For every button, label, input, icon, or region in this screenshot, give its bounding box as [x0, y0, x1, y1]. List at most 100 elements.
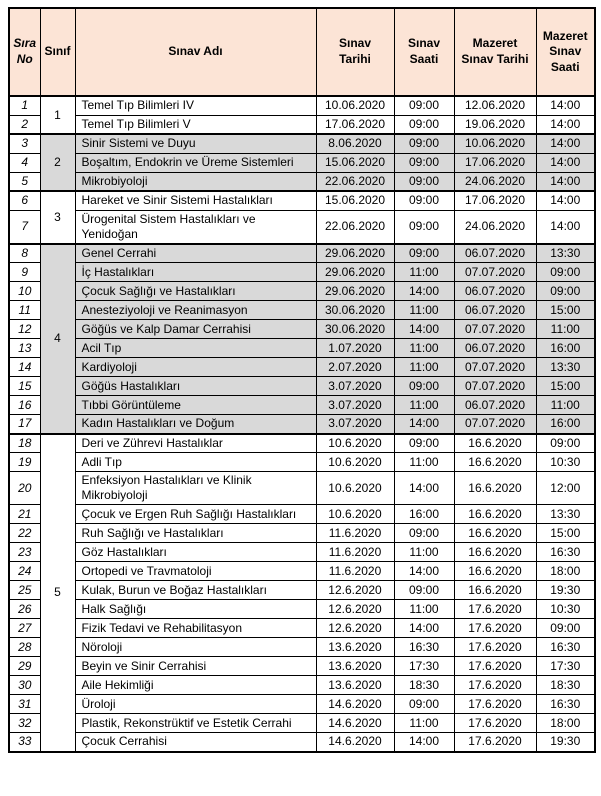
makeup-exam-date: 06.07.2020 [453, 300, 537, 320]
exam-time: 11:00 [393, 599, 455, 619]
exam-date: 3.07.2020 [315, 376, 395, 396]
makeup-exam-date: 16.6.2020 [453, 561, 537, 581]
makeup-exam-time: 09:00 [535, 432, 596, 453]
exam-date: 13.6.2020 [315, 656, 395, 676]
exam-date: 17.06.2020 [315, 114, 395, 135]
exam-row: 19 Adli Tıp 10.6.2020 11:00 16.6.2020 10:30 [8, 452, 596, 472]
makeup-exam-time: 11:00 [535, 395, 596, 415]
makeup-exam-date: 16.6.2020 [453, 471, 537, 505]
exam-date: 14.6.2020 [315, 732, 395, 752]
exam-date: 30.06.2020 [315, 300, 395, 320]
exam-name: Acil Tıp [74, 338, 317, 358]
column-header-mdate: Mazeret Sınav Tarihi [453, 7, 537, 97]
exam-row: 27 Fizik Tedavi ve Rehabilitasyon 12.6.202… [8, 618, 596, 638]
exam-date: 8.06.2020 [315, 133, 395, 154]
exam-name: Ortopedi ve Travmatoloji [74, 561, 317, 581]
exam-name: Enfeksiyon Hastalıkları ve Klinik Mikrob… [74, 471, 317, 505]
exam-time: 14:00 [393, 561, 455, 581]
exam-row: 32 Plastik, Rekonstrüktif ve Estetik Cerr… [8, 713, 596, 733]
row-number: 17 [8, 414, 41, 434]
exam-name: Nöroloji [74, 637, 317, 657]
class-number: 5 [39, 432, 76, 752]
exam-time: 09:00 [393, 242, 455, 263]
exam-date: 10.06.2020 [315, 95, 395, 116]
exam-row: 2 Temel Tıp Bilimleri V 17.06.2020 09:00 19.… [8, 114, 596, 135]
exam-time: 11:00 [393, 262, 455, 282]
exam-row: 24 Ortopedi ve Travmatoloji 11.6.2020 14:00… [8, 561, 596, 581]
table-header: Sıra No Sınıf Sınav Adı Sınav Tarihi Sınav S… [8, 7, 596, 97]
exam-time: 09:00 [393, 190, 455, 211]
exam-date: 14.6.2020 [315, 713, 395, 733]
row-number: 25 [8, 580, 41, 600]
exam-date: 29.06.2020 [315, 242, 395, 263]
makeup-exam-date: 06.07.2020 [453, 395, 537, 415]
exam-date: 29.06.2020 [315, 262, 395, 282]
row-number: 16 [8, 395, 41, 415]
makeup-exam-time: 13:30 [535, 504, 596, 524]
exam-date: 11.6.2020 [315, 561, 395, 581]
makeup-exam-time: 19:30 [535, 732, 596, 752]
exam-row: 17 Kadın Hastalıkları ve Doğum 3.07.2020 14… [8, 414, 596, 434]
exam-name: Genel Cerrahi [74, 242, 317, 263]
exam-date: 30.06.2020 [315, 319, 395, 339]
makeup-exam-time: 10:30 [535, 599, 596, 619]
exam-row: 3 2 Sinir Sistemi ve Duyu 8.06.2020 09:00 10.… [8, 133, 596, 192]
exam-date: 3.07.2020 [315, 395, 395, 415]
column-header-date: Sınav Tarihi [315, 7, 395, 97]
makeup-exam-date: 10.06.2020 [453, 133, 537, 154]
makeup-exam-date: 07.07.2020 [453, 376, 537, 396]
makeup-exam-time: 10:30 [535, 452, 596, 472]
exam-row: 13 Acil Tıp 1.07.2020 11:00 06.07.2020 16:00 [8, 338, 596, 358]
makeup-exam-date: 07.07.2020 [453, 262, 537, 282]
exam-time: 09:00 [393, 376, 455, 396]
makeup-exam-time: 14:00 [535, 190, 596, 211]
makeup-exam-date: 16.6.2020 [453, 432, 537, 453]
exam-time: 11:00 [393, 713, 455, 733]
exam-name: Halk Sağlığı [74, 599, 317, 619]
row-number: 18 [8, 432, 41, 453]
makeup-exam-date: 16.6.2020 [453, 504, 537, 524]
exam-time: 14:00 [393, 414, 455, 434]
row-number: 6 [8, 190, 41, 211]
exam-date: 14.6.2020 [315, 694, 395, 714]
row-number: 30 [8, 675, 41, 695]
row-number: 10 [8, 281, 41, 301]
exam-name: Beyin ve Sinir Cerrahisi [74, 656, 317, 676]
exam-time: 11:00 [393, 452, 455, 472]
row-number: 26 [8, 599, 41, 619]
exam-row: 7 Ürogenital Sistem Hastalıkları ve Yenid… [8, 209, 596, 244]
row-number: 5 [8, 171, 41, 192]
exam-row: 28 Nöroloji 13.6.2020 16:30 17.6.2020 16:30 [8, 637, 596, 657]
exam-date: 22.06.2020 [315, 171, 395, 192]
makeup-exam-time: 18:00 [535, 713, 596, 733]
exam-name: İç Hastalıkları [74, 262, 317, 282]
exam-date: 3.07.2020 [315, 414, 395, 434]
exam-time: 18:30 [393, 675, 455, 695]
makeup-exam-date: 16.6.2020 [453, 542, 537, 562]
exam-time: 09:00 [393, 95, 455, 116]
exam-time: 16:00 [393, 504, 455, 524]
exam-row: 9 İç Hastalıkları 29.06.2020 11:00 07.07.202… [8, 262, 596, 282]
makeup-exam-time: 15:00 [535, 523, 596, 543]
exam-date: 11.6.2020 [315, 542, 395, 562]
exam-date: 1.07.2020 [315, 338, 395, 358]
exam-name: Üroloji [74, 694, 317, 714]
exam-row: 14 Kardiyoloji 2.07.2020 11:00 07.07.2020 13:… [8, 357, 596, 377]
exam-time: 11:00 [393, 300, 455, 320]
exam-row: 25 Kulak, Burun ve Boğaz Hastalıkları 12.6… [8, 580, 596, 600]
row-number: 28 [8, 637, 41, 657]
makeup-exam-time: 16:30 [535, 542, 596, 562]
exam-date: 12.6.2020 [315, 618, 395, 638]
exam-name: Aile Hekimliği [74, 675, 317, 695]
exam-name: Hareket ve Sinir Sistemi Hastalıkları [74, 190, 317, 211]
exam-date: 29.06.2020 [315, 281, 395, 301]
exam-time: 09:00 [393, 523, 455, 543]
makeup-exam-date: 17.6.2020 [453, 675, 537, 695]
exam-name: Çocuk Sağlığı ve Hastalıkları [74, 281, 317, 301]
exam-name: Anesteziyoloji ve Reanimasyon [74, 300, 317, 320]
row-number: 12 [8, 319, 41, 339]
makeup-exam-date: 17.06.2020 [453, 152, 537, 173]
exam-name: Tıbbi Görüntüleme [74, 395, 317, 415]
exam-row: 20 Enfeksiyon Hastalıkları ve Klinik Mikr… [8, 471, 596, 505]
